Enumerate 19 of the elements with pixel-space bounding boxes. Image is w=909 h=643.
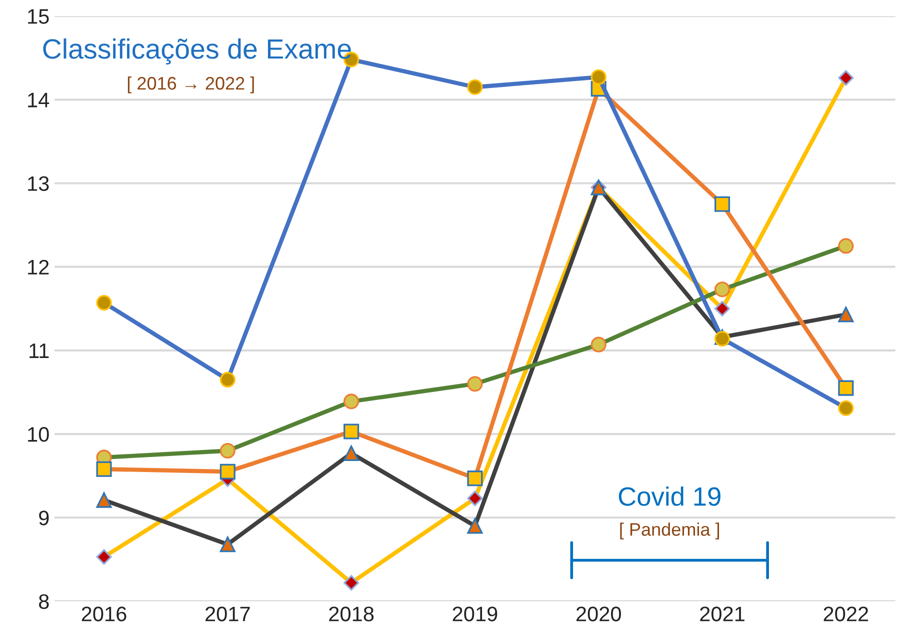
x-tick-label: 2017	[206, 606, 250, 622]
annotation: Covid 19	[618, 486, 720, 506]
x-tick-label: 2022	[824, 606, 868, 622]
x-tick-label: 2021	[700, 606, 744, 622]
annotation: [ Pandemia ]	[620, 522, 720, 540]
x-tick-label: 2019	[452, 606, 498, 622]
y-tick-label: 9	[39, 510, 49, 526]
x-tick-label: 2020	[576, 606, 621, 622]
y-tick-label: 12	[28, 260, 49, 274]
y-tick-label: 11	[30, 344, 49, 358]
x-tick-label: 2016	[82, 606, 126, 622]
y-tick-label: 10	[28, 427, 49, 442]
y-tick-label: 13	[28, 176, 49, 192]
x-tick-label: 2018	[329, 606, 374, 622]
y-tick-label: 14	[28, 92, 50, 108]
text: [ 2016 → 2022 ]	[128, 76, 254, 94]
y-tick-label: 15	[28, 9, 49, 24]
y-tick-label: 8	[39, 594, 49, 609]
text: Classificações de Exame	[43, 38, 351, 64]
